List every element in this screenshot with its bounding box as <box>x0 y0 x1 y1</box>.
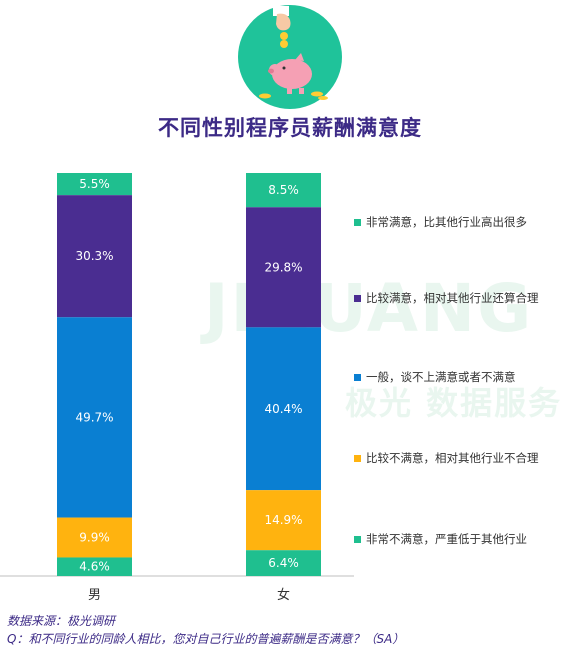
piggy-bank-coin-icon <box>238 5 342 109</box>
category-label-1: 女 <box>277 587 290 603</box>
data-label-女-3: 14.9% <box>264 513 302 527</box>
data-label-男-1: 30.3% <box>75 249 113 263</box>
data-label-女-4: 6.4% <box>268 556 299 570</box>
bar-segment-男-4 <box>57 557 132 576</box>
bar-segment-女-2 <box>246 327 321 491</box>
data-label-男-2: 49.7% <box>75 410 113 424</box>
bar-segment-男-2 <box>57 317 132 518</box>
legend-item-1: 比较满意，相对其他行业还算合理 <box>354 290 539 306</box>
data-label-男-0: 5.5% <box>79 177 110 191</box>
survey-question: Q：和不同行业的同龄人相比，您对自己行业的普遍薪酬是否满意？（SA） <box>7 632 405 646</box>
chart-title: 不同性别程序员薪酬满意度 <box>158 116 422 140</box>
legend: 非常满意，比其他行业高出很多 比较满意，相对其他行业还算合理 一般，谈不上满意或者不… <box>354 150 580 570</box>
legend-label: 非常不满意，严重低于其他行业 <box>366 532 527 546</box>
bar-segment-女-3 <box>246 490 321 551</box>
legend-swatch <box>354 535 361 543</box>
legend-item-4: 非常不满意，严重低于其他行业 <box>354 531 527 547</box>
legend-item-3: 比较不满意，相对其他行业不合理 <box>354 450 539 466</box>
legend-swatch <box>354 454 361 462</box>
data-label-女-2: 40.4% <box>264 402 302 416</box>
legend-swatch <box>354 218 361 226</box>
footer: 数据来源：极光调研 Q：和不同行业的同龄人相比，您对自己行业的普遍薪酬是否满意？… <box>7 612 404 648</box>
bar-segment-男-1 <box>57 195 132 318</box>
bar-segment-男-0 <box>57 173 132 196</box>
bar-segment-女-4 <box>246 550 321 576</box>
bar-segment-女-0 <box>246 173 321 208</box>
source-note: 数据来源：极光调研 <box>7 614 116 628</box>
data-label-女-0: 8.5% <box>268 183 299 197</box>
data-label-女-1: 29.8% <box>264 260 302 274</box>
legend-label: 一般，谈不上满意或者不满意 <box>366 370 516 384</box>
legend-swatch <box>354 373 361 381</box>
category-label-0: 男 <box>88 588 101 603</box>
data-label-男-4: 4.6% <box>79 560 110 574</box>
data-label-男-3: 9.9% <box>79 531 110 545</box>
legend-label: 比较不满意，相对其他行业不合理 <box>366 451 539 465</box>
legend-item-2: 一般，谈不上满意或者不满意 <box>354 369 516 385</box>
legend-label: 非常满意，比其他行业高出很多 <box>366 215 527 229</box>
legend-label: 比较满意，相对其他行业还算合理 <box>366 291 539 305</box>
legend-item-0: 非常满意，比其他行业高出很多 <box>354 214 527 230</box>
bar-segment-男-3 <box>57 517 132 558</box>
legend-swatch <box>354 294 361 302</box>
bar-segment-女-1 <box>246 207 321 328</box>
